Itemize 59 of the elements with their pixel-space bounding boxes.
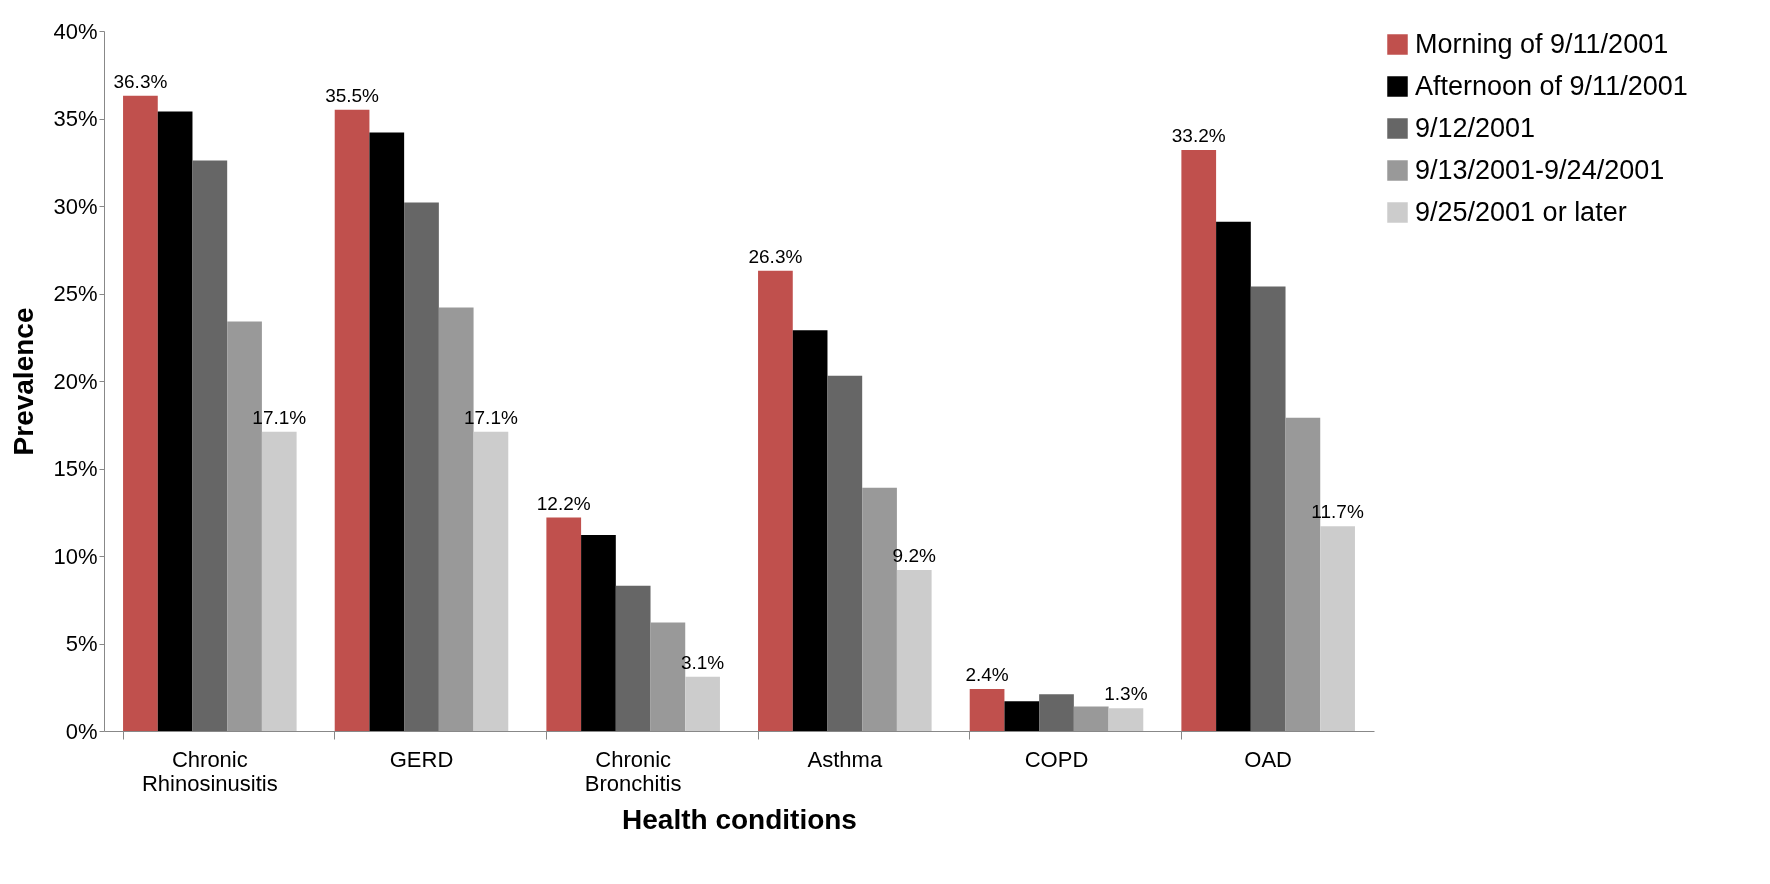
bar bbox=[1250, 286, 1286, 731]
y-axis-title: Prevalence bbox=[8, 307, 40, 456]
bar bbox=[896, 570, 932, 731]
bar bbox=[123, 95, 158, 731]
data-label: 12.2% bbox=[536, 492, 591, 514]
data-label: 2.4% bbox=[965, 664, 1009, 685]
bar bbox=[615, 585, 651, 731]
bar bbox=[969, 689, 1005, 731]
data-label: 26.3% bbox=[748, 245, 803, 267]
data-label: 36.3% bbox=[113, 70, 168, 92]
data-label: 11.7% bbox=[1311, 501, 1364, 523]
bar bbox=[546, 517, 582, 731]
x-axis-title: Health conditions bbox=[622, 803, 857, 835]
y-tick-label: 5% bbox=[65, 631, 98, 656]
bar bbox=[685, 676, 720, 731]
legend-label: 9/13/2001-9/24/2001 bbox=[1415, 154, 1665, 185]
x-tick-label: Asthma bbox=[807, 746, 883, 772]
x-tick-label: COPD bbox=[1024, 746, 1089, 772]
y-tick-label: 35% bbox=[53, 106, 98, 131]
data-label: 17.1% bbox=[252, 406, 307, 428]
legend-label: Morning of 9/11/2001 bbox=[1415, 28, 1669, 59]
y-tick-label: 40% bbox=[53, 18, 98, 44]
data-label: 35.5% bbox=[325, 84, 380, 106]
y-tick-label: 15% bbox=[53, 456, 98, 481]
data-label: 1.3% bbox=[1104, 683, 1148, 705]
x-tick-label: Chronic Bronchitis bbox=[584, 746, 682, 796]
y-tick-label: 25% bbox=[53, 281, 98, 306]
bar bbox=[334, 109, 370, 731]
data-label: 33.2% bbox=[1171, 125, 1226, 146]
bar bbox=[1108, 708, 1144, 731]
legend-label: 9/25/2001 or later bbox=[1415, 196, 1627, 227]
bar bbox=[1039, 694, 1074, 731]
bar bbox=[1320, 526, 1355, 731]
y-tick-label: 30% bbox=[53, 193, 98, 219]
bar bbox=[827, 375, 863, 731]
y-tick-label: 10% bbox=[53, 543, 98, 569]
data-label: 9.2% bbox=[892, 545, 937, 566]
bar bbox=[792, 330, 828, 731]
x-tick-label: GERD bbox=[389, 746, 454, 772]
bar bbox=[473, 431, 509, 731]
bar bbox=[261, 431, 297, 731]
bar bbox=[1004, 701, 1040, 731]
bar bbox=[157, 111, 193, 731]
y-tick-label: 20% bbox=[53, 368, 98, 394]
legend-label: Afternoon of 9/11/2001 bbox=[1415, 70, 1688, 101]
bar bbox=[1181, 150, 1217, 731]
x-tick-label: Chronic Rhinosinusitis bbox=[141, 746, 278, 796]
y-tick-label: 0% bbox=[65, 718, 98, 744]
bar bbox=[404, 202, 439, 731]
bar bbox=[1216, 221, 1251, 731]
data-label: 17.1% bbox=[463, 406, 518, 428]
bar bbox=[192, 160, 228, 731]
bar bbox=[581, 535, 616, 731]
x-tick-label: OAD bbox=[1244, 746, 1293, 772]
bar bbox=[369, 132, 405, 731]
bar bbox=[1073, 706, 1109, 731]
bar bbox=[758, 270, 793, 731]
legend-label: 9/12/2001 bbox=[1415, 112, 1536, 143]
data-label: 3.1% bbox=[680, 651, 725, 673]
